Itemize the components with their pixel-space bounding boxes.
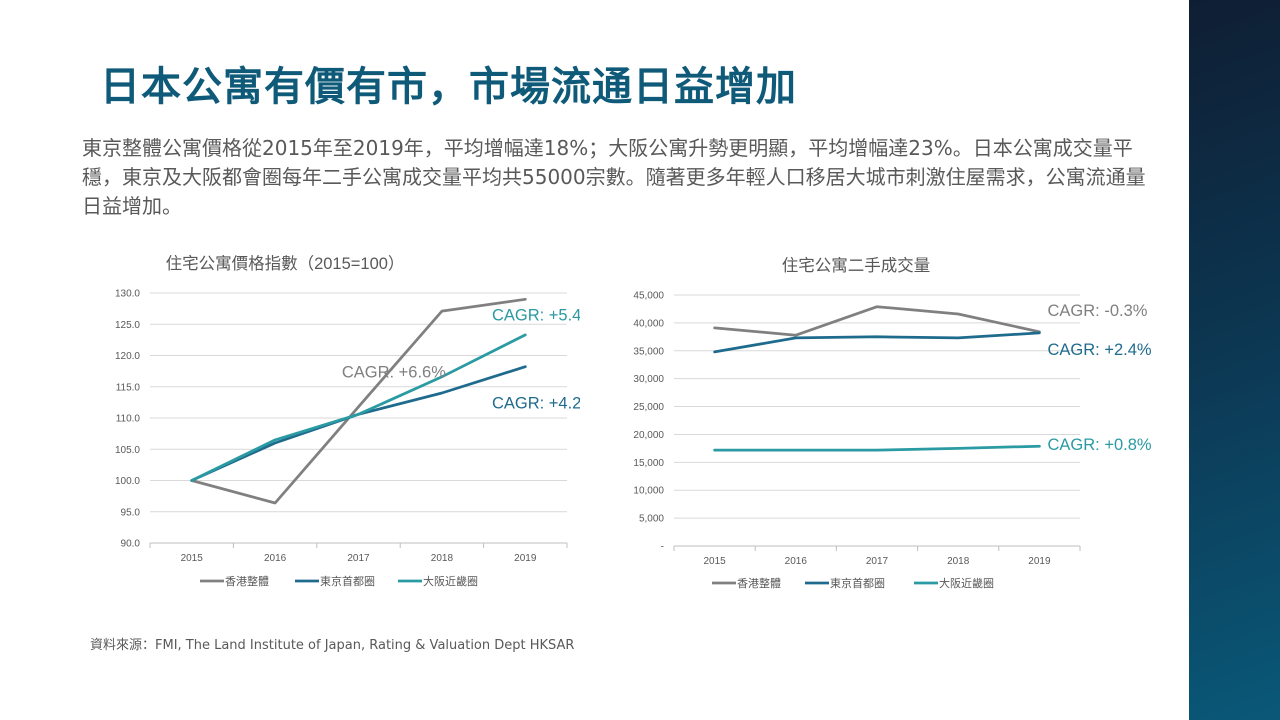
x-tick-label: 2015	[703, 556, 726, 567]
series-line-tokyo	[190, 365, 527, 482]
y-tick-label: 90.0	[121, 539, 141, 550]
legend-label-tokyo: 東京首都圈	[830, 576, 885, 590]
y-tick-label: 5,000	[639, 514, 664, 525]
y-tick-label: 35,000	[633, 346, 664, 357]
y-tick-label: 30,000	[633, 374, 664, 385]
y-tick-label: 100.0	[115, 476, 140, 487]
legend-label-osaka: 大阪近畿圈	[423, 574, 478, 588]
x-tick-label: 2016	[264, 553, 287, 564]
slide-body-text: 東京整體公寓價格從2015年至2019年，平均增幅達18%；大阪公寓升勢更明顯，…	[82, 136, 1146, 218]
transaction-volume-chart-svg: 住宅公寓二手成交量 - 5,000 10,000 15,000 20,000 25,000 3…	[633, 256, 1152, 590]
y-tick-label: 10,000	[633, 486, 664, 497]
x-tick-label: 2017	[866, 556, 889, 567]
x-tick-label: 2016	[785, 556, 808, 567]
x-tick-label: 2017	[347, 553, 370, 564]
legend-label-hk: 香港整體	[225, 574, 269, 588]
transaction-volume-chart: 住宅公寓二手成交量 - 5,000 10,000 15,000 20,000 25,000 3…	[600, 245, 1180, 605]
chart-title: 住宅公寓二手成交量	[782, 256, 931, 275]
y-tick-label: 20,000	[633, 430, 664, 441]
y-tick-label: 110.0	[116, 414, 141, 425]
cagr-annotation-hk: CAGR: +6.6%	[342, 363, 446, 381]
y-tick-label: 120.0	[115, 351, 140, 362]
legend-label-tokyo: 東京首都圈	[320, 574, 375, 588]
decorative-side-band	[1189, 0, 1280, 720]
cagr-annotation-osaka: CAGR: +5.4%	[492, 307, 580, 325]
series-line-osaka	[713, 444, 1041, 452]
y-tick-label: 45,000	[633, 291, 664, 302]
x-tick-label: 2018	[947, 556, 970, 567]
y-tick-label: 125.0	[115, 320, 140, 331]
slide-title: 日本公寓有價有市，市場流通日益增加	[100, 64, 797, 110]
x-tick-label: 2015	[181, 553, 204, 564]
cagr-annotation-osaka: CAGR: +0.8%	[1048, 436, 1152, 454]
cagr-annotation-tokyo: CAGR: +4.2%	[492, 395, 580, 413]
chart-title: 住宅公寓價格指數（2015=100）	[166, 254, 405, 273]
price-index-chart-svg: 住宅公寓價格指數（2015=100） 90.0 95.0 100.0 105.0 110.…	[115, 254, 596, 588]
y-tick-label: 40,000	[633, 318, 664, 329]
legend-label-hk: 香港整體	[737, 576, 781, 590]
cagr-annotation-tokyo: CAGR: +2.4%	[1048, 341, 1152, 359]
y-tick-label: 95.0	[121, 507, 141, 518]
y-tick-label: -	[661, 542, 664, 553]
y-tick-label: 15,000	[633, 458, 664, 469]
series-line-tokyo	[713, 331, 1041, 354]
series-line-hk	[713, 305, 1041, 337]
x-tick-label: 2018	[431, 553, 454, 564]
cagr-annotation-hk: CAGR: -0.3%	[1048, 302, 1148, 320]
source-note: 資料來源：FMI, The Land Institute of Japan, R…	[90, 638, 575, 653]
series-line-hk	[190, 297, 527, 505]
y-tick-label: 115.0	[116, 382, 141, 393]
y-tick-label: 105.0	[115, 445, 140, 456]
legend-label-osaka: 大阪近畿圈	[939, 576, 994, 590]
y-tick-label: 130.0	[115, 289, 140, 300]
x-tick-label: 2019	[1028, 556, 1051, 567]
series-line-osaka	[190, 333, 527, 482]
x-tick-label: 2019	[514, 553, 537, 564]
price-index-chart: 住宅公寓價格指數（2015=100） 90.0 95.0 100.0 105.0 110.…	[100, 245, 596, 605]
y-tick-label: 25,000	[633, 402, 664, 413]
